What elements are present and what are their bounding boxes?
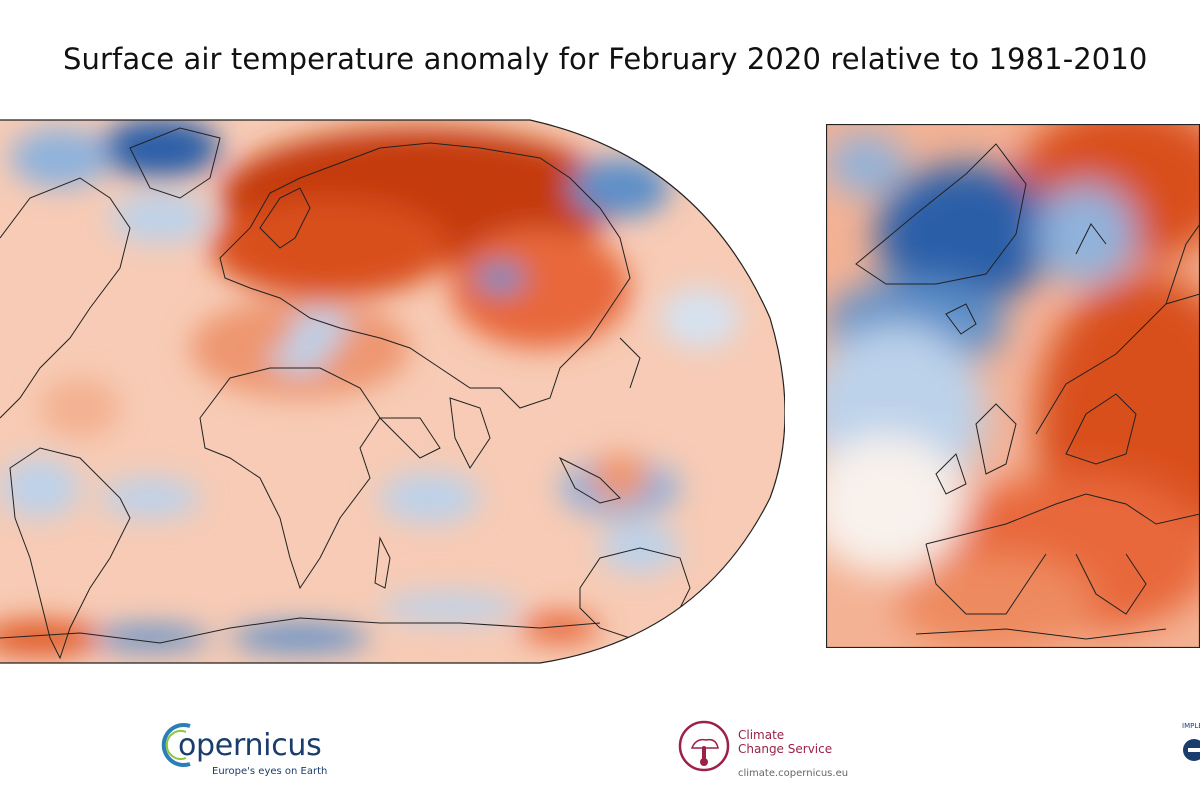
ecmwf-emblem-icon [1183, 739, 1200, 761]
ecmwf-text: IMPLE [1182, 722, 1200, 730]
coastlines [0, 127, 736, 663]
c3s-emblem-icon [678, 720, 730, 772]
global-anomaly-field [0, 120, 785, 663]
copernicus-logo: opernicus Europe's eyes on Earth [160, 716, 340, 778]
europe-anomaly-field [826, 124, 1200, 648]
c3s-name-line2: Change Service [738, 742, 833, 756]
ecmwf-logo: IMPLE [1178, 722, 1200, 772]
europe-coastlines [855, 143, 1200, 640]
global-anomaly-map [0, 119, 785, 664]
europe-anomaly-map [826, 124, 1200, 648]
map-title: Surface air temperature anomaly for Febr… [63, 42, 1148, 76]
c3s-name-line1: Climate [738, 728, 785, 742]
copernicus-arc-icon [161, 723, 191, 767]
c3s-url: climate.copernicus.eu [738, 768, 849, 779]
map-frame [0, 119, 785, 664]
copernicus-wordmark: opernicus [178, 728, 322, 763]
copernicus-tagline: Europe's eyes on Earth [212, 766, 328, 777]
c3s-logo: Climate Change Service climate.copernicu… [676, 716, 856, 780]
c3s-name: Climate Change Service [738, 728, 832, 756]
